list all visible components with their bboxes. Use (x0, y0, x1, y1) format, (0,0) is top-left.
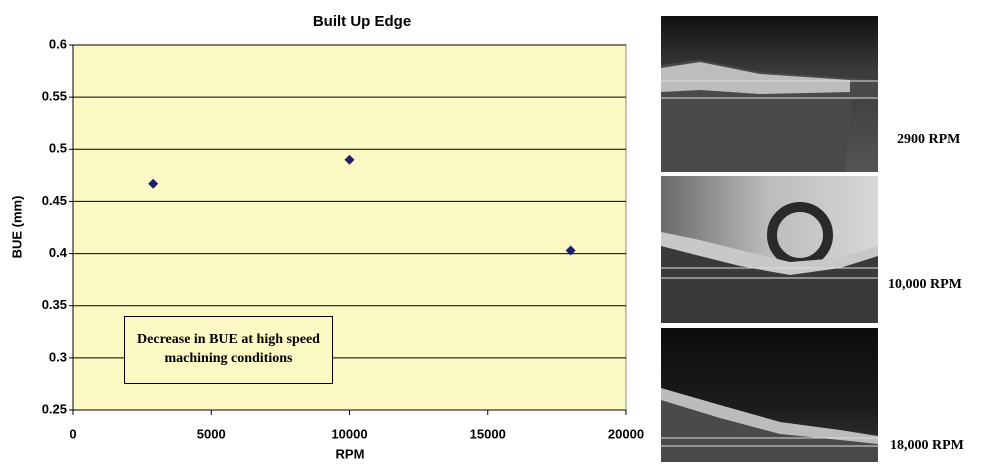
image-label: 18,000 RPM (890, 438, 964, 453)
y-tick-label: 0.5 (49, 141, 67, 156)
photo-18000 (661, 328, 878, 462)
image-label: 2900 RPM (897, 132, 960, 147)
photo-2900 (661, 16, 878, 172)
y-axis-label: BUE (mm) (9, 196, 24, 259)
x-tick-label: 10000 (331, 426, 367, 441)
y-tick-label: 0.45 (42, 193, 67, 208)
y-tick-label: 0.35 (42, 297, 67, 312)
x-axis-label: RPM (336, 446, 365, 461)
chart: Built Up Edge RPM BUE (mm) 2900 RPM 10,0… (0, 0, 993, 464)
photo-10000 (661, 176, 878, 323)
chart-title: Built Up Edge (313, 13, 411, 30)
x-tick-label: 20000 (608, 426, 644, 441)
annotation: Decrease in BUE at high speed machining … (124, 316, 333, 384)
y-tick-label: 0.25 (42, 401, 67, 416)
y-tick-label: 0.3 (49, 349, 67, 364)
page: Built Up Edge RPM BUE (mm) 2900 RPM 10,0… (0, 0, 993, 464)
x-tick-label: 0 (69, 426, 76, 441)
y-tick-label: 0.55 (42, 89, 67, 104)
y-tick-label: 0.4 (49, 245, 68, 260)
image-label: 10,000 RPM (888, 277, 962, 292)
y-tick-label: 0.6 (49, 36, 67, 51)
x-tick-label: 5000 (197, 426, 226, 441)
x-tick-label: 15000 (470, 426, 506, 441)
